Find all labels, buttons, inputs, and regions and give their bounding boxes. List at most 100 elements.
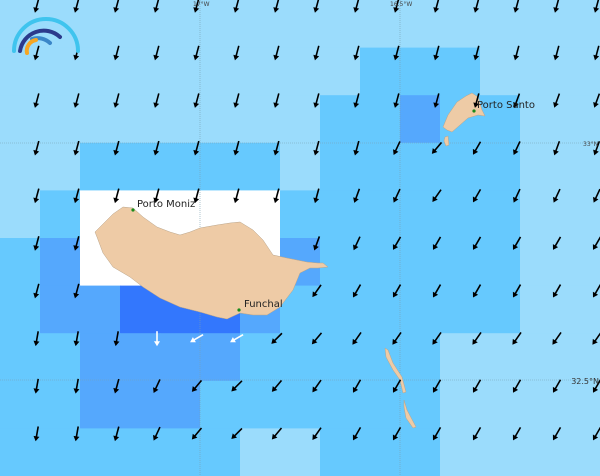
direction-arrow — [433, 45, 440, 61]
arrow-shaft — [554, 45, 560, 58]
arrow-head — [271, 338, 277, 344]
arrow-head — [153, 54, 160, 61]
arrow-shaft — [272, 332, 283, 343]
direction-arrow — [153, 379, 161, 394]
field-cell — [280, 47, 321, 96]
field-cell — [560, 95, 600, 144]
field-cell — [120, 47, 161, 96]
direction-arrow — [472, 284, 482, 298]
arrow-head — [33, 149, 40, 156]
field-cell — [0, 428, 41, 476]
label-33n: 33°N — [583, 141, 598, 148]
arrow-head — [153, 149, 160, 156]
direction-arrow — [33, 188, 40, 204]
arrow-head — [154, 341, 160, 347]
direction-arrow — [513, 93, 521, 108]
arrow-head — [153, 387, 159, 394]
field-cell — [320, 0, 361, 49]
arrow-head — [233, 7, 240, 13]
arrow-head — [191, 433, 198, 440]
arrow-shaft — [554, 140, 561, 153]
direction-arrow — [513, 0, 520, 13]
direction-arrow — [352, 332, 362, 345]
field-cell — [80, 47, 121, 96]
field-cell — [480, 0, 521, 49]
field-cell — [40, 428, 81, 476]
direction-arrow — [432, 189, 442, 202]
direction-arrow — [552, 332, 562, 345]
direction-arrow — [73, 331, 80, 347]
arrow-head — [113, 387, 120, 394]
direction-arrow — [392, 379, 402, 393]
field-cell — [240, 47, 281, 96]
arrow-shaft — [354, 188, 361, 201]
field-cell — [120, 142, 161, 191]
direction-arrow — [73, 426, 80, 442]
arrow-head — [33, 388, 40, 394]
town-label-porto-moniz: Porto Moniz — [137, 199, 195, 210]
arrow-head — [193, 197, 200, 204]
direction-arrow — [473, 45, 480, 61]
direction-arrow — [392, 236, 402, 250]
direction-arrow — [553, 93, 561, 108]
direction-arrow — [352, 426, 362, 441]
arrow-shaft — [554, 0, 560, 11]
arrow-head — [273, 149, 280, 156]
arrow-shaft — [434, 93, 440, 106]
direction-arrow — [552, 426, 562, 441]
arrow-head — [271, 433, 278, 440]
field-cell — [0, 285, 41, 334]
arrow-head — [113, 197, 120, 204]
arrow-head — [113, 54, 120, 61]
field-cell — [160, 95, 201, 144]
arrow-shaft — [354, 93, 360, 106]
arrow-head — [153, 197, 160, 204]
arrow-head — [233, 102, 240, 108]
direction-arrow — [353, 93, 360, 108]
arrow-head — [472, 148, 479, 155]
arrow-head — [73, 54, 80, 61]
direction-arrow — [313, 236, 321, 251]
arrow-head — [472, 244, 479, 250]
direction-arrow — [432, 236, 442, 250]
direction-arrow — [190, 334, 204, 343]
arrow-head — [552, 386, 559, 393]
arrow-head — [33, 292, 40, 299]
direction-arrow — [553, 45, 560, 61]
arrow-shaft — [554, 93, 561, 106]
arrow-shaft — [594, 45, 600, 58]
field-cell — [280, 95, 321, 144]
arrow-head — [273, 197, 280, 204]
arrow-head — [230, 337, 236, 343]
arrow-shaft — [34, 283, 40, 296]
direction-arrow — [312, 284, 322, 298]
arrow-head — [191, 386, 198, 392]
arrow-head — [193, 7, 200, 13]
arrow-head — [592, 244, 599, 250]
field-cell — [40, 47, 81, 96]
arrow-head — [593, 7, 600, 13]
arrow-head — [593, 101, 599, 108]
direction-arrow — [432, 379, 442, 393]
direction-arrow — [512, 426, 522, 441]
direction-arrow — [73, 188, 80, 204]
arrow-head — [353, 244, 359, 251]
arrow-head — [592, 386, 599, 393]
island-madeira — [94, 206, 329, 320]
direction-arrow — [33, 236, 40, 251]
arrow-head — [113, 340, 120, 347]
direction-arrows — [33, 0, 600, 442]
direction-arrow — [593, 140, 600, 156]
field-cell — [480, 47, 521, 96]
field-cell — [280, 190, 321, 239]
direction-arrow — [113, 93, 120, 108]
arrow-head — [592, 291, 599, 298]
arrow-head — [472, 291, 479, 298]
direction-arrow — [352, 379, 362, 393]
arrow-shaft — [394, 141, 401, 153]
direction-arrow — [553, 0, 560, 13]
field-cell — [0, 333, 41, 382]
arrow-head — [392, 338, 398, 345]
